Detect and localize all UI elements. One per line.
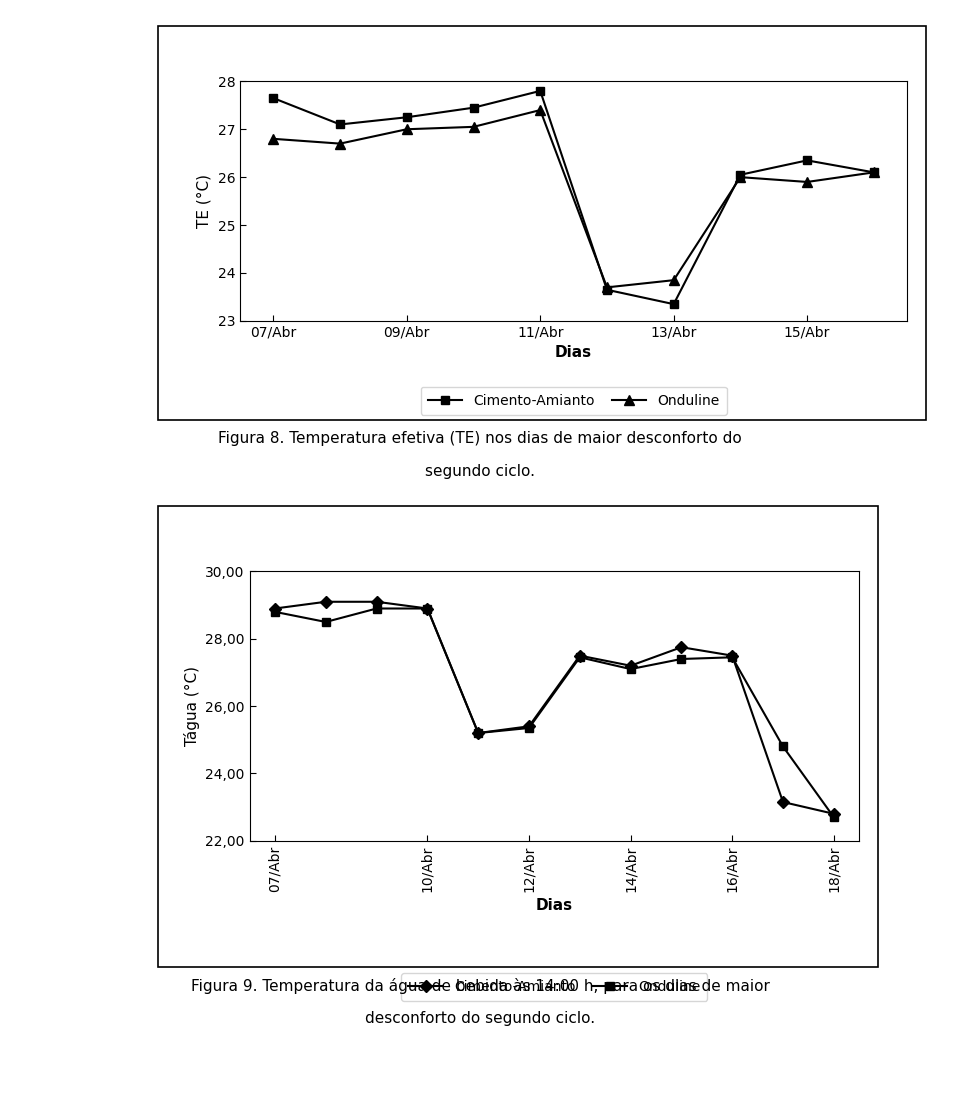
Cimento-Amianto bbox=[523, 720, 535, 733]
Cimento-Amianto bbox=[472, 726, 484, 740]
Onduline bbox=[676, 653, 687, 666]
Cimento-Amianto bbox=[574, 650, 586, 663]
Onduline bbox=[472, 726, 484, 740]
Text: segundo ciclo.: segundo ciclo. bbox=[425, 464, 535, 479]
Text: Figura 8. Temperatura efetiva (TE) nos dias de maior desconforto do: Figura 8. Temperatura efetiva (TE) nos d… bbox=[218, 431, 742, 446]
Cimento-Amianto bbox=[828, 807, 840, 820]
X-axis label: Dias: Dias bbox=[536, 898, 573, 912]
Cimento-Amianto bbox=[734, 168, 746, 181]
Cimento-Amianto bbox=[778, 796, 789, 809]
Cimento-Amianto bbox=[535, 85, 546, 98]
Cimento-Amianto bbox=[676, 641, 687, 654]
Line: Onduline: Onduline bbox=[269, 106, 878, 292]
Cimento-Amianto bbox=[468, 101, 479, 114]
Cimento-Amianto bbox=[868, 166, 879, 179]
Onduline bbox=[802, 176, 813, 189]
Onduline bbox=[468, 120, 479, 133]
Cimento-Amianto bbox=[401, 111, 413, 124]
Cimento-Amianto bbox=[371, 596, 382, 609]
Onduline bbox=[668, 274, 680, 287]
Text: Figura 9. Temperatura da água de bebida às 14:00 h, para os dias de maior: Figura 9. Temperatura da água de bebida … bbox=[191, 978, 769, 995]
Line: Cimento-Amianto: Cimento-Amianto bbox=[271, 598, 838, 818]
Cimento-Amianto bbox=[601, 284, 612, 297]
Legend: Cimento-Amianto, Onduline: Cimento-Amianto, Onduline bbox=[420, 387, 727, 414]
Cimento-Amianto bbox=[802, 154, 813, 167]
Line: Onduline: Onduline bbox=[271, 604, 838, 821]
Cimento-Amianto bbox=[625, 659, 636, 673]
Y-axis label: TE (°C): TE (°C) bbox=[197, 174, 212, 229]
Onduline bbox=[574, 651, 586, 664]
Onduline bbox=[320, 615, 331, 629]
Cimento-Amianto bbox=[320, 596, 331, 609]
Onduline bbox=[734, 170, 746, 184]
Onduline bbox=[523, 721, 535, 734]
Cimento-Amianto bbox=[268, 91, 279, 104]
X-axis label: Dias: Dias bbox=[555, 345, 592, 360]
Onduline bbox=[601, 280, 612, 293]
Onduline bbox=[268, 132, 279, 145]
Cimento-Amianto bbox=[727, 650, 738, 663]
Onduline bbox=[421, 602, 433, 615]
Text: desconforto do segundo ciclo.: desconforto do segundo ciclo. bbox=[365, 1011, 595, 1026]
Onduline bbox=[727, 651, 738, 664]
Onduline bbox=[868, 166, 879, 179]
Onduline bbox=[778, 740, 789, 753]
Y-axis label: Tágua (°C): Tágua (°C) bbox=[183, 666, 200, 746]
Cimento-Amianto bbox=[269, 602, 280, 615]
Onduline bbox=[401, 123, 413, 136]
Onduline bbox=[371, 602, 382, 615]
Cimento-Amianto bbox=[334, 118, 346, 131]
Cimento-Amianto bbox=[421, 602, 433, 615]
Line: Cimento-Amianto: Cimento-Amianto bbox=[269, 87, 878, 309]
Onduline bbox=[269, 606, 280, 619]
Legend: Cimento-Amianto, Onduline: Cimento-Amianto, Onduline bbox=[401, 973, 708, 1001]
Onduline bbox=[334, 137, 346, 151]
Onduline bbox=[535, 103, 546, 116]
Onduline bbox=[625, 663, 636, 676]
Cimento-Amianto bbox=[668, 298, 680, 311]
Onduline bbox=[828, 811, 840, 824]
